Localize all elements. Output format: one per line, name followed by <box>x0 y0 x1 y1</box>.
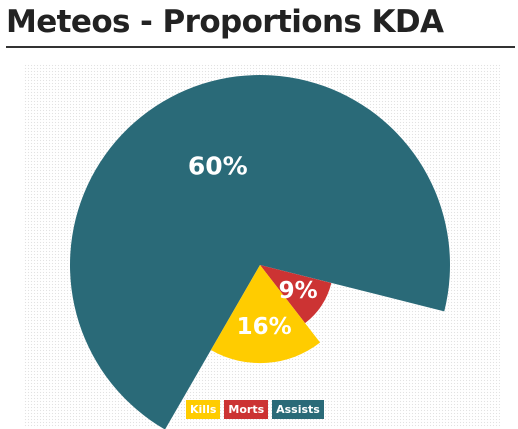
slice-assists[interactable] <box>70 75 450 429</box>
legend-item-kills[interactable]: Kills <box>186 400 221 419</box>
title-divider <box>6 46 515 48</box>
slice-kills[interactable] <box>210 265 321 364</box>
chart-legend: Kills Morts Assists <box>186 400 324 419</box>
page-title: Meteos - Proportions KDA <box>6 4 444 40</box>
slice-label-kills: 16% <box>237 314 292 340</box>
slice-morts[interactable] <box>260 265 332 324</box>
legend-item-assists[interactable]: Assists <box>272 400 324 419</box>
slice-label-morts: 9% <box>279 278 318 304</box>
legend-item-morts[interactable]: Morts <box>224 400 269 419</box>
slice-label-assists: 60% <box>188 151 248 180</box>
